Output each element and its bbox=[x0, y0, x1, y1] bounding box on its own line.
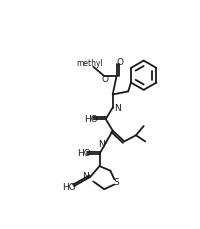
Text: HO: HO bbox=[62, 183, 76, 192]
Text: S: S bbox=[112, 178, 118, 187]
Text: methyl: methyl bbox=[76, 59, 102, 68]
Text: O: O bbox=[101, 75, 108, 84]
Text: N: N bbox=[97, 140, 104, 149]
Text: O: O bbox=[116, 58, 123, 67]
Text: N: N bbox=[82, 172, 89, 181]
Text: N: N bbox=[113, 104, 120, 113]
Text: HO: HO bbox=[77, 149, 90, 158]
Text: HO: HO bbox=[84, 114, 97, 124]
